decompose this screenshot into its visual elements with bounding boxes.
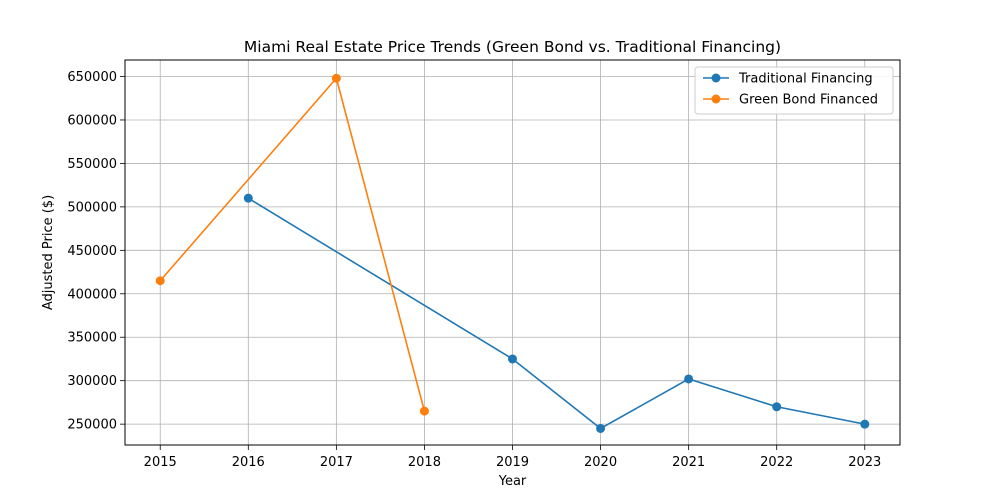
y-tick-label: 550000 bbox=[67, 157, 117, 172]
legend-label-traditional: Traditional Financing bbox=[738, 72, 873, 87]
data-point-traditional-financing bbox=[596, 423, 606, 433]
y-tick-label: 400000 bbox=[67, 287, 117, 302]
x-tick-label: 2019 bbox=[496, 455, 529, 470]
x-tick-label: 2016 bbox=[232, 455, 265, 470]
y-tick-label: 250000 bbox=[67, 418, 117, 433]
legend: Traditional Financing Green Bond Finance… bbox=[694, 66, 894, 115]
series-green-bond-financed bbox=[155, 73, 429, 416]
x-tick-label: 2022 bbox=[760, 455, 793, 470]
series-traditional-financing bbox=[243, 193, 870, 433]
y-axis-label: Adjusted Price ($) bbox=[41, 195, 56, 310]
x-axis-label: Year bbox=[498, 474, 527, 489]
y-tick-label: 450000 bbox=[67, 244, 117, 259]
x-tick-label: 2015 bbox=[144, 455, 177, 470]
data-point-traditional-financing bbox=[508, 354, 517, 364]
series-line-traditional-financing bbox=[247, 197, 865, 430]
series-layer bbox=[155, 73, 870, 433]
data-point-traditional-financing bbox=[684, 374, 694, 384]
axis-ticks: 2015 2016 2017 2018 2019 2020 2021 2022 2023 2500… bbox=[67, 70, 881, 470]
y-tick-label: 500000 bbox=[67, 200, 117, 215]
legend-box bbox=[694, 66, 894, 115]
data-point-green-bond-financed bbox=[155, 276, 165, 286]
data-point-green-bond-financed bbox=[419, 406, 429, 416]
legend-marker-traditional bbox=[711, 73, 721, 83]
x-tick-label: 2017 bbox=[320, 455, 353, 470]
y-tick-label: 350000 bbox=[67, 331, 117, 346]
x-tick-label: 2018 bbox=[408, 455, 441, 470]
data-point-traditional-financing bbox=[860, 419, 870, 429]
data-point-traditional-financing bbox=[772, 402, 782, 412]
y-tick-label: 650000 bbox=[67, 70, 117, 85]
data-point-green-bond-financed bbox=[331, 73, 341, 83]
legend-marker-green-bond bbox=[711, 94, 721, 104]
x-tick-label: 2021 bbox=[672, 455, 705, 470]
y-tick-label: 300000 bbox=[67, 374, 117, 389]
legend-label-green-bond: Green Bond Financed bbox=[739, 93, 878, 108]
y-tick-label: 600000 bbox=[67, 113, 117, 128]
data-point-traditional-financing bbox=[243, 193, 253, 203]
chart-title: Miami Real Estate Price Trends (Green Bo… bbox=[244, 38, 781, 56]
grid bbox=[125, 60, 900, 445]
x-tick-label: 2020 bbox=[584, 455, 617, 470]
x-tick-label: 2023 bbox=[848, 455, 881, 470]
